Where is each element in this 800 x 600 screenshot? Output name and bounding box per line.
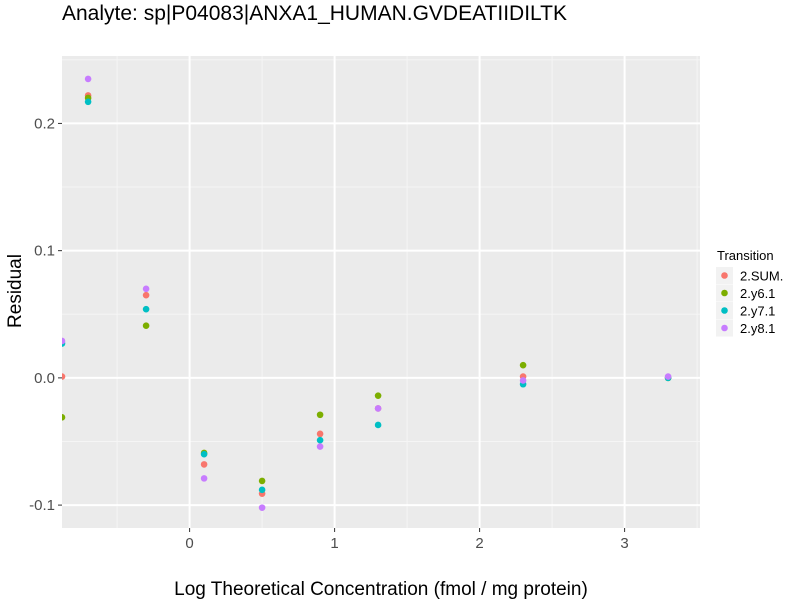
legend-label: 2.y7.1 bbox=[740, 304, 775, 319]
data-point bbox=[200, 475, 208, 482]
data-point bbox=[84, 98, 92, 106]
data-point bbox=[200, 461, 208, 468]
data-point bbox=[316, 411, 324, 419]
chart-title: Analyte: sp|P04083|ANXA1_HUMAN.GVDEATIID… bbox=[62, 2, 567, 25]
x-tick-label: 0 bbox=[185, 535, 193, 552]
legend-marker bbox=[721, 272, 728, 279]
data-point bbox=[316, 436, 324, 444]
data-point bbox=[142, 291, 150, 299]
data-point bbox=[374, 405, 382, 412]
y-tick-label: -0.1 bbox=[29, 497, 55, 514]
data-point bbox=[62, 337, 66, 345]
x-axis-ticks: 0 1 2 3 bbox=[185, 528, 629, 552]
legend-marker bbox=[721, 307, 728, 314]
data-point bbox=[258, 477, 266, 485]
y-tick-label: 0.1 bbox=[34, 243, 55, 260]
x-axis-title: Log Theoretical Concentration (fmol / mg… bbox=[174, 579, 588, 600]
legend-marker bbox=[721, 289, 728, 297]
data-point bbox=[258, 504, 266, 511]
legend-label: 2.SUM. bbox=[740, 269, 783, 284]
y-axis-ticks: -0.1 0.0 0.1 0.2 bbox=[29, 115, 62, 514]
data-point bbox=[142, 305, 150, 313]
data-point bbox=[316, 430, 324, 438]
data-point bbox=[374, 421, 382, 429]
data-point bbox=[200, 450, 208, 458]
plot-panel bbox=[62, 56, 700, 528]
legend-title: Transition bbox=[717, 248, 774, 263]
legend-label: 2.y8.1 bbox=[740, 321, 775, 336]
data-point bbox=[519, 361, 527, 369]
minor-gridlines bbox=[62, 56, 700, 528]
data-points bbox=[62, 75, 672, 511]
data-point bbox=[374, 392, 382, 399]
data-point bbox=[142, 285, 150, 293]
legend-marker bbox=[721, 324, 728, 332]
data-point bbox=[62, 373, 66, 380]
data-point bbox=[519, 377, 527, 384]
data-point bbox=[142, 322, 150, 330]
major-gridlines bbox=[62, 56, 700, 528]
x-tick-label: 3 bbox=[620, 535, 628, 552]
legend-label: 2.y6.1 bbox=[740, 286, 775, 301]
x-tick-label: 2 bbox=[475, 535, 483, 552]
data-point bbox=[664, 373, 672, 380]
legend: Transition 2.SUM. 2.y6.1 2.y7.1 2.y8.1 bbox=[716, 248, 783, 337]
data-point bbox=[316, 443, 324, 450]
y-axis-title: Residual bbox=[5, 254, 26, 328]
data-point bbox=[62, 414, 66, 421]
y-tick-label: 0.0 bbox=[34, 370, 55, 387]
data-point bbox=[258, 486, 266, 494]
y-tick-label: 0.2 bbox=[34, 115, 55, 132]
x-tick-label: 1 bbox=[330, 535, 338, 552]
data-point bbox=[84, 75, 92, 83]
